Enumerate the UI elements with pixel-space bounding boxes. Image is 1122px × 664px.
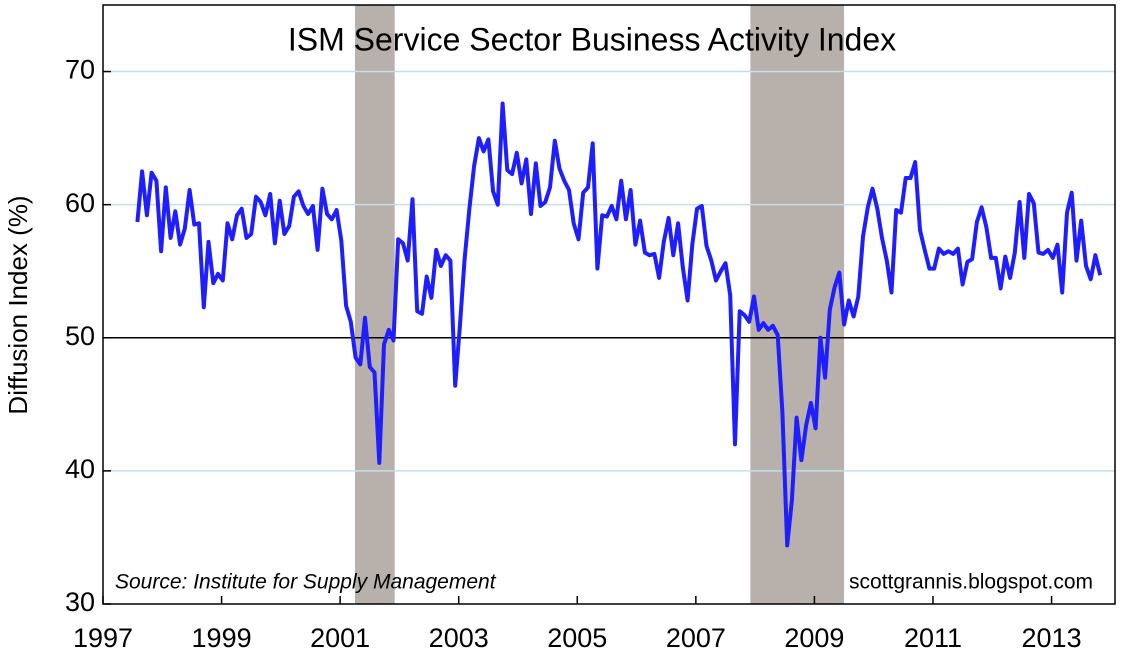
plot-background [103,5,1115,604]
y-tick-label: 70 [65,55,95,85]
x-tick-label: 2013 [1022,623,1082,653]
source-note: Source: Institute for Supply Management [115,571,497,594]
x-tick-label: 1997 [73,623,133,653]
recession-band [750,5,845,604]
plot-frame [102,4,1116,605]
y-tick-label: 30 [65,587,95,617]
y-tick-label: 40 [65,454,95,484]
data-line [135,101,1103,548]
y-tick-label: 60 [65,188,95,218]
x-tick-label: 2001 [310,623,370,653]
chart-title: ISM Service Sector Business Activity Ind… [288,21,896,57]
recession-band [354,5,395,604]
x-tick-label: 2009 [784,623,844,653]
x-tick-label: 2005 [547,623,607,653]
x-tick-label: 1999 [192,623,252,653]
y-tick-label: 50 [65,321,95,351]
watermark: scottgrannis.blogspot.com [849,571,1093,594]
y-axis-label: Diffusion Index (%) [3,195,33,414]
x-tick-label: 2007 [666,623,726,653]
x-tick-label: 2011 [904,623,962,653]
x-tick-label: 2003 [429,623,489,653]
